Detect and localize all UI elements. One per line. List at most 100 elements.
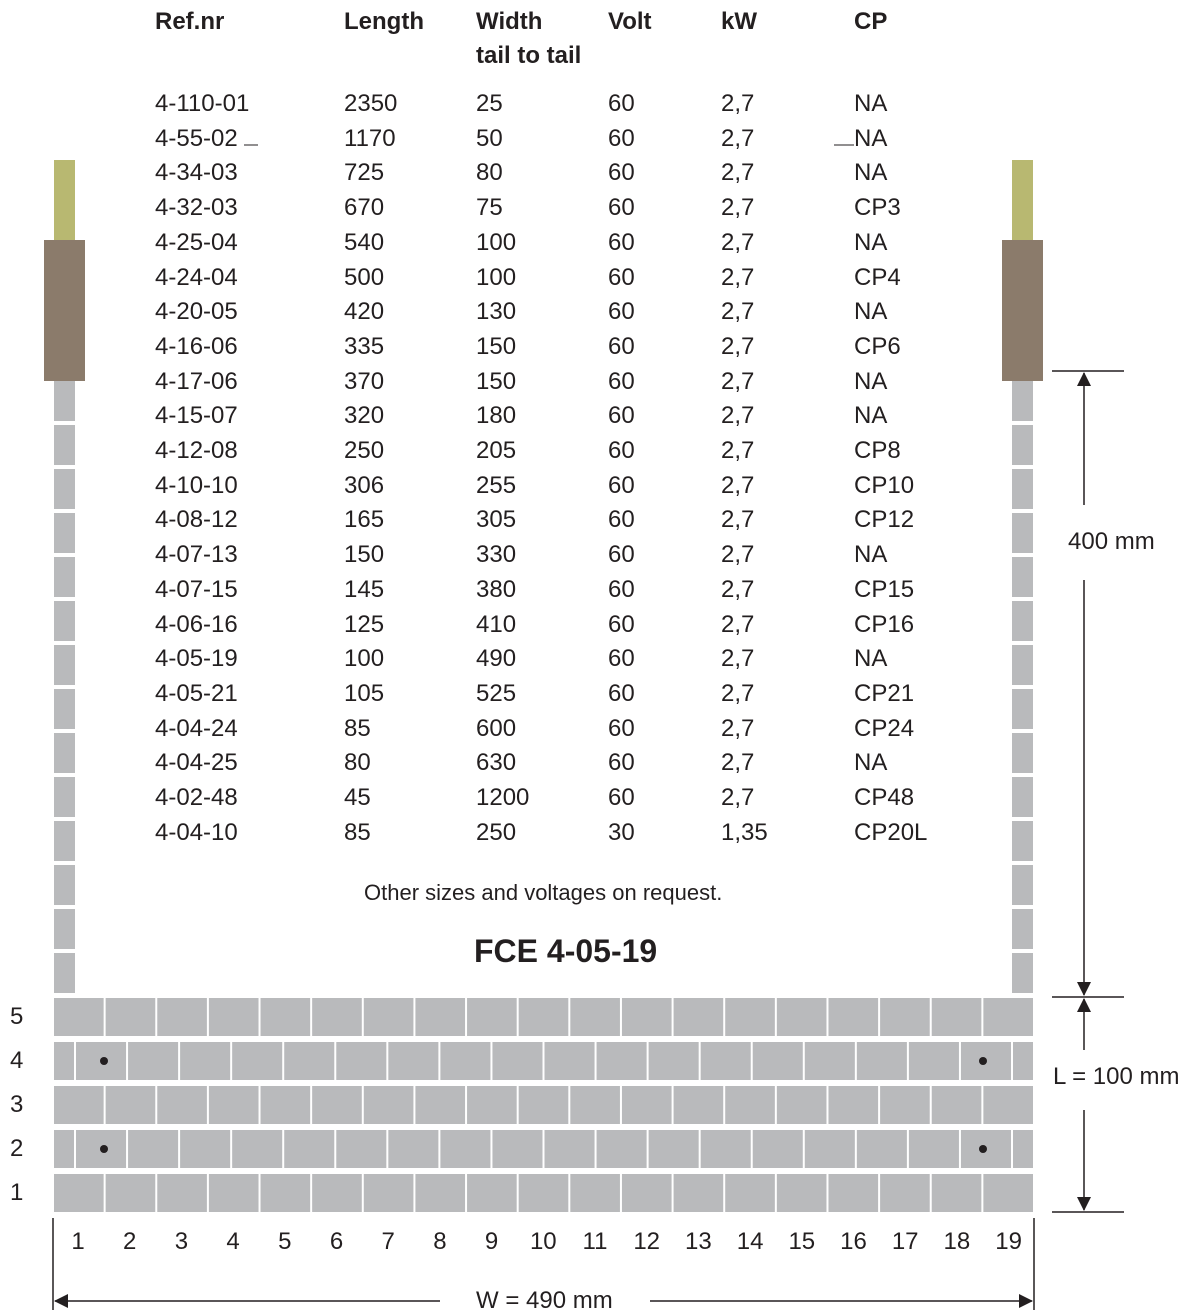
header-length: Length <box>344 8 424 35</box>
cell-width: 100 <box>476 263 517 291</box>
model-title: FCE 4-05-19 <box>474 933 658 969</box>
bead <box>1012 381 1033 421</box>
cell-ref: 4-12-08 <box>155 437 238 464</box>
ceramic-pad <box>908 1042 959 1080</box>
cell-width: 205 <box>476 437 517 464</box>
cell-ref: 4-04-24 <box>155 714 238 742</box>
pad-row-2 <box>54 1130 1033 1168</box>
wire-end-left <box>54 160 75 242</box>
bead <box>54 821 75 861</box>
cell-kw: 2,7 <box>721 228 755 256</box>
ceramic-pad <box>180 1130 231 1168</box>
ceramic-pad <box>828 1086 879 1124</box>
cell-width: 1200 <box>476 784 530 811</box>
cell-kw: 2,7 <box>721 784 755 811</box>
cell-cp: CP8 <box>854 437 901 464</box>
ceramic-pad <box>931 1174 982 1212</box>
ceramic-pad <box>208 1174 259 1212</box>
cell-width: 180 <box>476 402 517 430</box>
bead <box>54 689 75 729</box>
cell-cp: CP4 <box>854 263 901 291</box>
ceramic-pad <box>621 998 672 1036</box>
cell-kw: 2,7 <box>721 749 755 777</box>
cell-width: 525 <box>476 679 517 707</box>
bead <box>1012 601 1033 641</box>
cell-ref: 4-55-02 <box>155 124 238 152</box>
cell-length: 2350 <box>344 90 398 117</box>
bead <box>1012 645 1033 685</box>
ceramic-pad <box>648 1042 699 1080</box>
ceramic-pad <box>128 1130 179 1168</box>
column-number: 7 <box>381 1228 395 1255</box>
cell-ref: 4-07-13 <box>155 541 238 569</box>
tail-left <box>44 160 85 993</box>
ceramic-pad <box>673 998 724 1036</box>
cell-width: 305 <box>476 506 517 534</box>
cell-cp: CP20L <box>854 818 928 846</box>
cell-length: 306 <box>344 471 385 499</box>
cell-cp: CP6 <box>854 332 901 360</box>
column-number: 2 <box>123 1228 137 1255</box>
cell-length: 45 <box>344 784 371 811</box>
ceramic-pad <box>518 998 569 1036</box>
ceramic-pad <box>518 1174 569 1212</box>
ceramic-pad <box>828 1174 879 1212</box>
cell-length: 725 <box>344 159 385 187</box>
ceramic-pad <box>492 1042 543 1080</box>
ceramic-pad <box>725 1086 775 1124</box>
cell-width: 80 <box>476 159 503 187</box>
bead <box>1012 909 1033 949</box>
cell-length: 85 <box>344 714 371 742</box>
wire-dot <box>100 1057 108 1065</box>
ceramic-pad <box>776 998 827 1036</box>
cell-cp: NA <box>854 298 888 326</box>
bead <box>54 645 75 685</box>
ceramic-pad <box>54 1086 104 1124</box>
ceramic-pad <box>880 998 930 1036</box>
ceramic-pad <box>752 1042 803 1080</box>
bead <box>1012 953 1033 993</box>
ceramic-pad <box>725 1174 775 1212</box>
cell-cp: NA <box>854 749 888 777</box>
cell-cp: CP48 <box>854 784 915 811</box>
ceramic-pad <box>596 1042 647 1080</box>
cell-volt: 60 <box>608 610 635 638</box>
ceramic-pad <box>983 1174 1033 1212</box>
cell-kw: 2,7 <box>721 541 755 569</box>
insulation-sleeve-left <box>44 240 85 381</box>
cell-cp: NA <box>854 402 888 430</box>
cell-kw: 2,7 <box>721 159 755 187</box>
wire-dot <box>100 1145 108 1153</box>
cell-volt: 60 <box>608 194 635 222</box>
ceramic-pad <box>621 1086 672 1124</box>
cell-volt: 60 <box>608 506 635 534</box>
bead <box>1012 689 1033 729</box>
cell-ref: 4-110-01 <box>155 90 250 117</box>
ceramic-pad <box>467 1086 517 1124</box>
cell-kw: 2,7 <box>721 263 755 291</box>
ceramic-pad <box>415 998 466 1036</box>
ceramic-pad <box>415 1086 466 1124</box>
cell-length: 150 <box>344 541 385 569</box>
cell-cp: CP12 <box>854 506 915 534</box>
length-label: L = 100 mm <box>1053 1063 1180 1091</box>
cell-kw: 2,7 <box>721 124 755 152</box>
column-number: 17 <box>891 1228 919 1255</box>
column-number: 1 <box>71 1228 85 1255</box>
cell-ref: 4-15-07 <box>155 402 238 430</box>
column-number: 15 <box>788 1228 816 1255</box>
ceramic-pad <box>673 1174 724 1212</box>
ceramic-pad <box>856 1042 907 1080</box>
bead-string-left <box>54 381 75 993</box>
bead <box>54 953 75 993</box>
cell-width: 630 <box>476 749 517 777</box>
bead <box>1012 513 1033 553</box>
cell-kw: 2,7 <box>721 437 755 464</box>
ceramic-pad <box>312 1086 362 1124</box>
cell-length: 80 <box>344 749 371 777</box>
cell-width: 410 <box>476 610 517 638</box>
cell-length: 145 <box>344 575 385 603</box>
column-number: 18 <box>943 1228 971 1255</box>
ceramic-pad <box>776 1174 827 1212</box>
cell-ref: 4-17-06 <box>155 367 238 395</box>
